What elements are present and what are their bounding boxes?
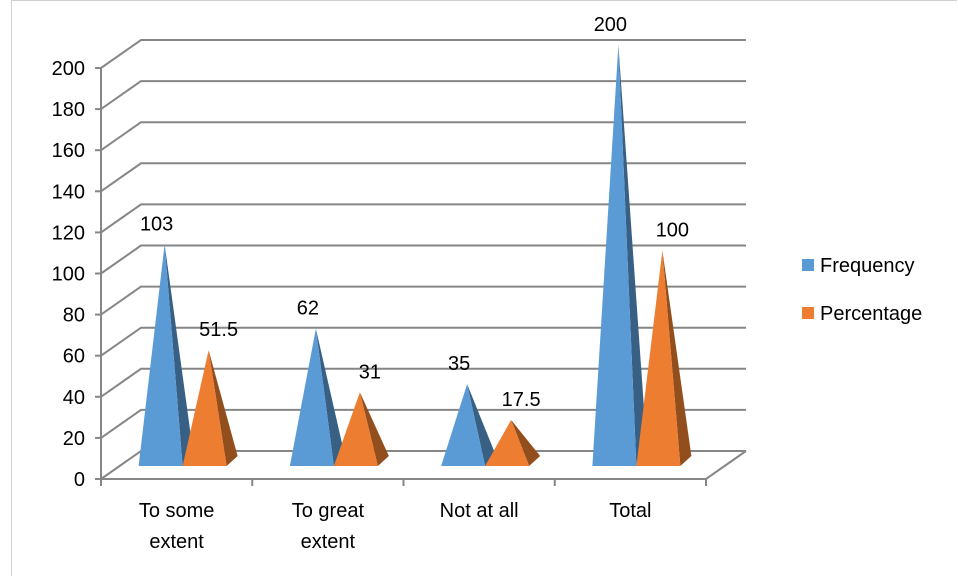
pyramid-side	[315, 328, 345, 466]
data-label: 17.5	[502, 389, 541, 411]
data-labels: 103 62 35 200 51.5 31 17.5 100	[140, 14, 689, 411]
pyramid-side	[467, 384, 497, 466]
x-tick-label: To great extent	[292, 500, 365, 553]
pyramid-side	[164, 244, 194, 466]
pyramid-front	[289, 328, 334, 466]
y-tick-label: 20	[63, 428, 85, 450]
pyramid-front	[592, 45, 637, 466]
pyramid-side	[359, 392, 389, 466]
pyramid-front	[485, 420, 530, 466]
pyramid-front	[138, 244, 183, 466]
chart-frame	[11, 0, 957, 576]
legend-swatch	[802, 307, 814, 319]
data-label: 62	[297, 298, 319, 320]
gridline	[100, 162, 746, 193]
gridline	[100, 367, 746, 398]
y-tick-label: 160	[52, 140, 85, 162]
legend-swatch	[802, 259, 814, 271]
gridlines	[100, 39, 747, 480]
y-tick-label: 140	[52, 181, 85, 203]
data-label: 35	[448, 353, 470, 375]
data-label: 51.5	[199, 319, 238, 341]
y-tick-label: 200	[52, 58, 85, 80]
pyramid-side	[208, 350, 238, 466]
gridline	[100, 244, 746, 275]
x-tick-label: To some extent	[139, 500, 215, 553]
gridline	[100, 203, 746, 234]
pyramid-front	[636, 250, 681, 466]
data-label: 200	[594, 14, 627, 36]
gridline	[100, 285, 746, 316]
gridline	[100, 121, 746, 152]
y-tick-label: 120	[52, 222, 85, 244]
y-tick-label: 100	[52, 264, 85, 286]
legend-label: Percentage	[820, 303, 922, 325]
pyramid-front	[182, 350, 227, 466]
pyramid-front	[441, 384, 486, 466]
legend-label: Frequency	[820, 255, 915, 277]
pyramid-side	[618, 45, 648, 466]
y-tick-label: 180	[52, 99, 85, 121]
pyramid-front	[333, 392, 378, 466]
data-label: 100	[656, 220, 689, 242]
gridline	[100, 408, 746, 439]
pyramids	[138, 45, 692, 466]
y-tick-label: 60	[63, 346, 85, 368]
gridline	[100, 80, 746, 110]
y-tick-label: 0	[74, 469, 85, 491]
legend: Frequency Percentage	[802, 255, 922, 325]
x-tick-label: Not at all	[440, 500, 519, 522]
gridline	[100, 39, 746, 69]
axes: 0 20 40 60 80 100 120 140 160 180 200 To some extent…	[52, 58, 707, 553]
data-label: 103	[140, 213, 173, 235]
pyramid-side	[662, 250, 692, 466]
pyramid-side	[511, 420, 541, 466]
data-label: 31	[359, 361, 381, 383]
y-tick-label: 40	[63, 387, 85, 409]
x-tick-label: Total	[609, 500, 651, 522]
y-tick-label: 80	[63, 305, 85, 327]
gridline	[100, 326, 746, 357]
